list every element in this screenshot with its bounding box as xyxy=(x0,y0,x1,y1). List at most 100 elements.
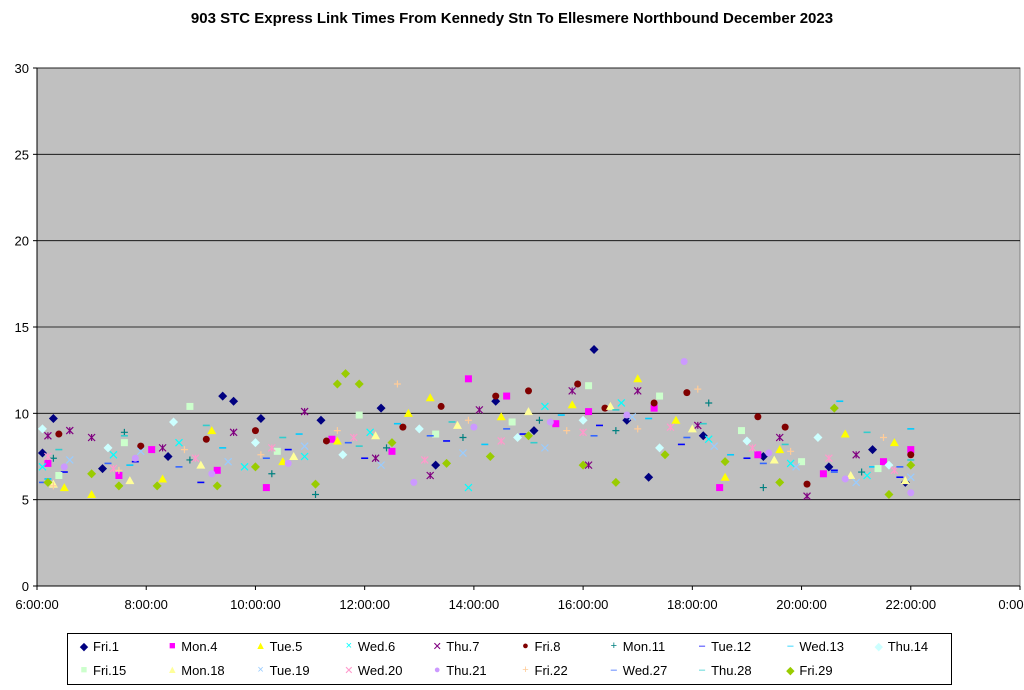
data-point xyxy=(426,471,435,480)
legend-label: Wed.13 xyxy=(799,638,844,654)
data-point xyxy=(300,442,309,451)
data-point xyxy=(906,460,916,470)
series-mon-11 xyxy=(49,399,866,498)
data-point xyxy=(879,458,887,466)
x-tick-label: 14:00:00 xyxy=(449,597,500,612)
data-point xyxy=(737,427,745,435)
legend-item: – Wed.27 xyxy=(598,658,686,682)
data-point xyxy=(322,437,330,445)
data-point xyxy=(907,489,915,497)
data-point xyxy=(251,427,259,435)
data-point xyxy=(858,468,866,476)
data-point xyxy=(87,433,96,442)
data-point xyxy=(492,392,500,400)
data-point xyxy=(633,386,642,395)
data-point xyxy=(655,443,665,453)
data-point xyxy=(742,436,752,446)
legend-item: ◆ Fri.29 xyxy=(774,658,862,682)
plus-marker-icon: + xyxy=(610,640,618,652)
data-point xyxy=(687,424,697,433)
data-point xyxy=(191,454,200,463)
legend-item: ● Thu.21 xyxy=(421,658,509,682)
square-marker-icon: ■ xyxy=(80,664,88,676)
data-point xyxy=(529,426,539,436)
data-point xyxy=(666,423,675,432)
data-point xyxy=(103,443,113,453)
data-point xyxy=(114,481,124,491)
data-point xyxy=(846,470,856,479)
data-point xyxy=(229,396,239,406)
data-point xyxy=(612,427,620,435)
data-point xyxy=(109,464,118,473)
legend-label: Fri.15 xyxy=(93,662,127,678)
data-point xyxy=(186,402,194,410)
data-point xyxy=(453,420,463,429)
data-point xyxy=(611,477,621,487)
data-point xyxy=(332,379,342,389)
series-thu-7 xyxy=(43,386,861,501)
data-point xyxy=(300,407,309,416)
data-point xyxy=(186,456,194,464)
legend: ◆ Fri.1 ■ Mon.4 ▲ Tue.5 × Wed.6 ✕ Thu.7 ● Fri.8 + Mon… xyxy=(67,633,952,685)
data-point xyxy=(410,478,418,486)
x-tick-label: 10:00:00 xyxy=(230,597,281,612)
data-point xyxy=(55,471,63,479)
data-point xyxy=(37,424,47,434)
data-point xyxy=(37,448,47,458)
data-point xyxy=(863,471,872,480)
data-point xyxy=(262,484,270,492)
data-point xyxy=(257,451,265,459)
data-point xyxy=(781,423,789,431)
dash-marker-icon: – xyxy=(610,664,617,676)
y-tick-label: 10 xyxy=(15,406,29,421)
data-point xyxy=(180,446,188,454)
legend-label: Mon.4 xyxy=(181,638,218,654)
data-point xyxy=(224,457,233,466)
legend-item: ◆ Fri.1 xyxy=(68,634,156,658)
triangle-marker-icon: ▲ xyxy=(166,664,178,676)
data-point xyxy=(65,426,74,435)
data-point xyxy=(644,472,654,482)
data-point xyxy=(403,408,413,417)
data-point xyxy=(38,462,47,471)
data-point xyxy=(769,455,779,464)
data-point xyxy=(656,392,664,400)
data-point xyxy=(208,470,216,478)
data-point xyxy=(525,387,532,395)
data-point xyxy=(459,449,467,457)
x-marker-icon: × xyxy=(345,640,353,652)
data-point xyxy=(169,417,179,427)
data-point xyxy=(349,433,358,442)
series-fri-15 xyxy=(55,382,882,479)
data-point xyxy=(136,447,145,456)
legend-item: × Wed.6 xyxy=(333,634,421,658)
data-point xyxy=(98,464,108,474)
data-point xyxy=(87,469,97,479)
data-point xyxy=(513,433,523,443)
data-point xyxy=(437,402,445,410)
data-point xyxy=(503,392,511,400)
data-point xyxy=(754,451,762,459)
dash-marker-icon: – xyxy=(699,664,706,676)
legend-item: – Thu.28 xyxy=(686,658,774,682)
data-point xyxy=(383,444,391,452)
x-tick-label: 20:00:00 xyxy=(776,597,827,612)
data-point xyxy=(824,462,834,472)
data-point xyxy=(889,438,899,447)
data-point xyxy=(431,460,441,470)
data-point xyxy=(125,476,135,485)
legend-item: ✕ Thu.7 xyxy=(421,634,509,658)
data-point xyxy=(906,473,915,482)
data-point xyxy=(109,450,118,459)
data-point xyxy=(115,471,123,479)
data-point xyxy=(284,459,292,467)
data-point xyxy=(720,457,730,467)
data-point xyxy=(546,418,554,426)
data-point xyxy=(256,414,266,424)
data-point xyxy=(371,431,381,440)
data-point xyxy=(824,454,833,463)
data-point xyxy=(332,436,342,445)
asterisk-marker-icon: ✕ xyxy=(344,664,354,677)
data-point xyxy=(475,405,484,414)
